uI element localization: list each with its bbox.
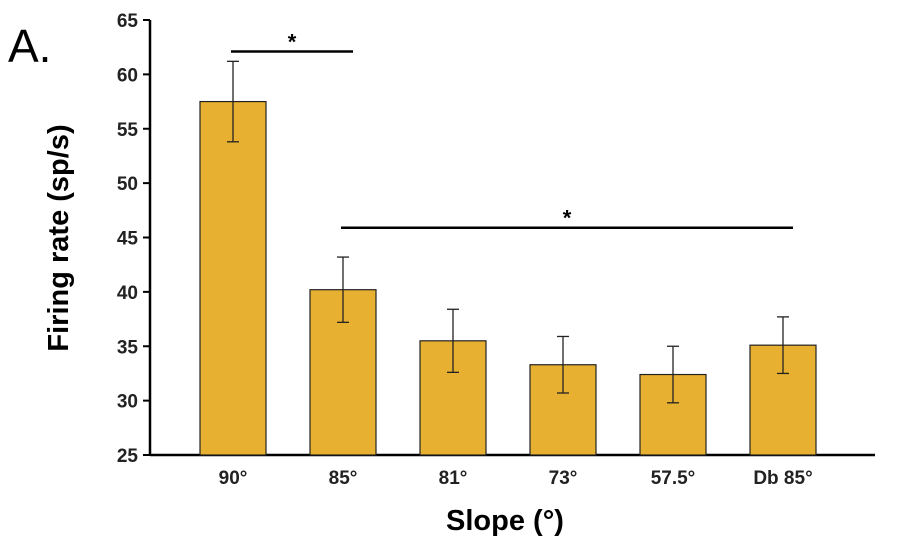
- significance-markers: **: [231, 30, 793, 231]
- significance-star: *: [288, 30, 297, 55]
- x-tick-label: 85°: [329, 468, 358, 489]
- y-ticks: 25 30 35 40 45 50 55 60 65: [117, 11, 150, 467]
- y-tick-label: 25: [117, 446, 139, 467]
- y-tick-label: 65: [117, 11, 139, 32]
- y-tick-label: 40: [117, 283, 138, 304]
- bars: [199, 100, 817, 456]
- y-tick-label: 50: [117, 174, 138, 195]
- panel-label: A.: [8, 20, 51, 72]
- y-tick-label: 35: [117, 337, 139, 358]
- y-tick-label: 55: [117, 120, 139, 141]
- significance-star: *: [563, 206, 572, 231]
- y-axis-title: Firing rate (sp/s): [43, 124, 75, 351]
- error-bars: [227, 60, 789, 404]
- x-tick-label: 81°: [439, 468, 468, 489]
- y-tick-label: 45: [117, 229, 139, 250]
- bar: [199, 100, 267, 456]
- x-tick-label: 57.5°: [651, 468, 696, 489]
- x-axis-title: Slope (°): [446, 505, 564, 537]
- x-tick-label: Db 85°: [753, 468, 812, 489]
- x-tick-label: 73°: [549, 468, 578, 489]
- x-tick-label: 90°: [219, 468, 248, 489]
- y-tick-label: 30: [117, 392, 138, 413]
- y-tick-label: 60: [117, 65, 138, 86]
- x-ticks: 90° 85° 81° 73° 57.5° Db 85°: [219, 468, 813, 489]
